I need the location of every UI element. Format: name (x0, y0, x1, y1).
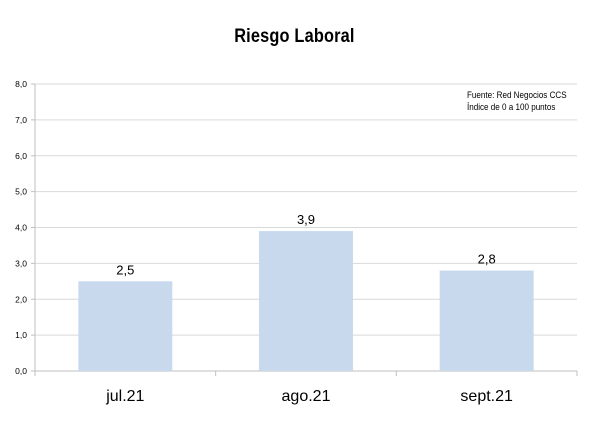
y-tick-label: 5,0 (15, 187, 27, 197)
y-tick-label: 8,0 (15, 79, 27, 89)
scale-note: Índice de 0 a 100 puntos (467, 102, 556, 113)
data-label: 2,5 (116, 262, 134, 277)
bar-jul.21 (78, 281, 173, 371)
y-tick-label: 6,0 (15, 151, 27, 161)
bar-ago.21 (259, 231, 353, 371)
data-label: 3,9 (297, 212, 315, 227)
source-note: Fuente: Red Negocios CCS (467, 90, 567, 101)
bar-sept.21 (439, 270, 534, 371)
y-tick-label: 2,0 (15, 294, 27, 304)
y-tick-label: 0,0 (15, 366, 27, 376)
x-tick-label: sept.21 (460, 388, 513, 405)
y-tick-label: 4,0 (15, 223, 27, 233)
x-tick-label: ago.21 (282, 388, 331, 405)
data-label: 2,8 (478, 252, 496, 267)
x-tick-label: jul.21 (105, 388, 144, 405)
y-tick-label: 7,0 (15, 115, 27, 125)
y-tick-label: 1,0 (15, 330, 27, 340)
chart-annotation: Fuente: Red Negocios CCS Índice de 0 a 1… (467, 90, 567, 114)
chart-title: Riesgo Laboral (234, 26, 355, 47)
y-tick-label: 3,0 (15, 258, 27, 268)
